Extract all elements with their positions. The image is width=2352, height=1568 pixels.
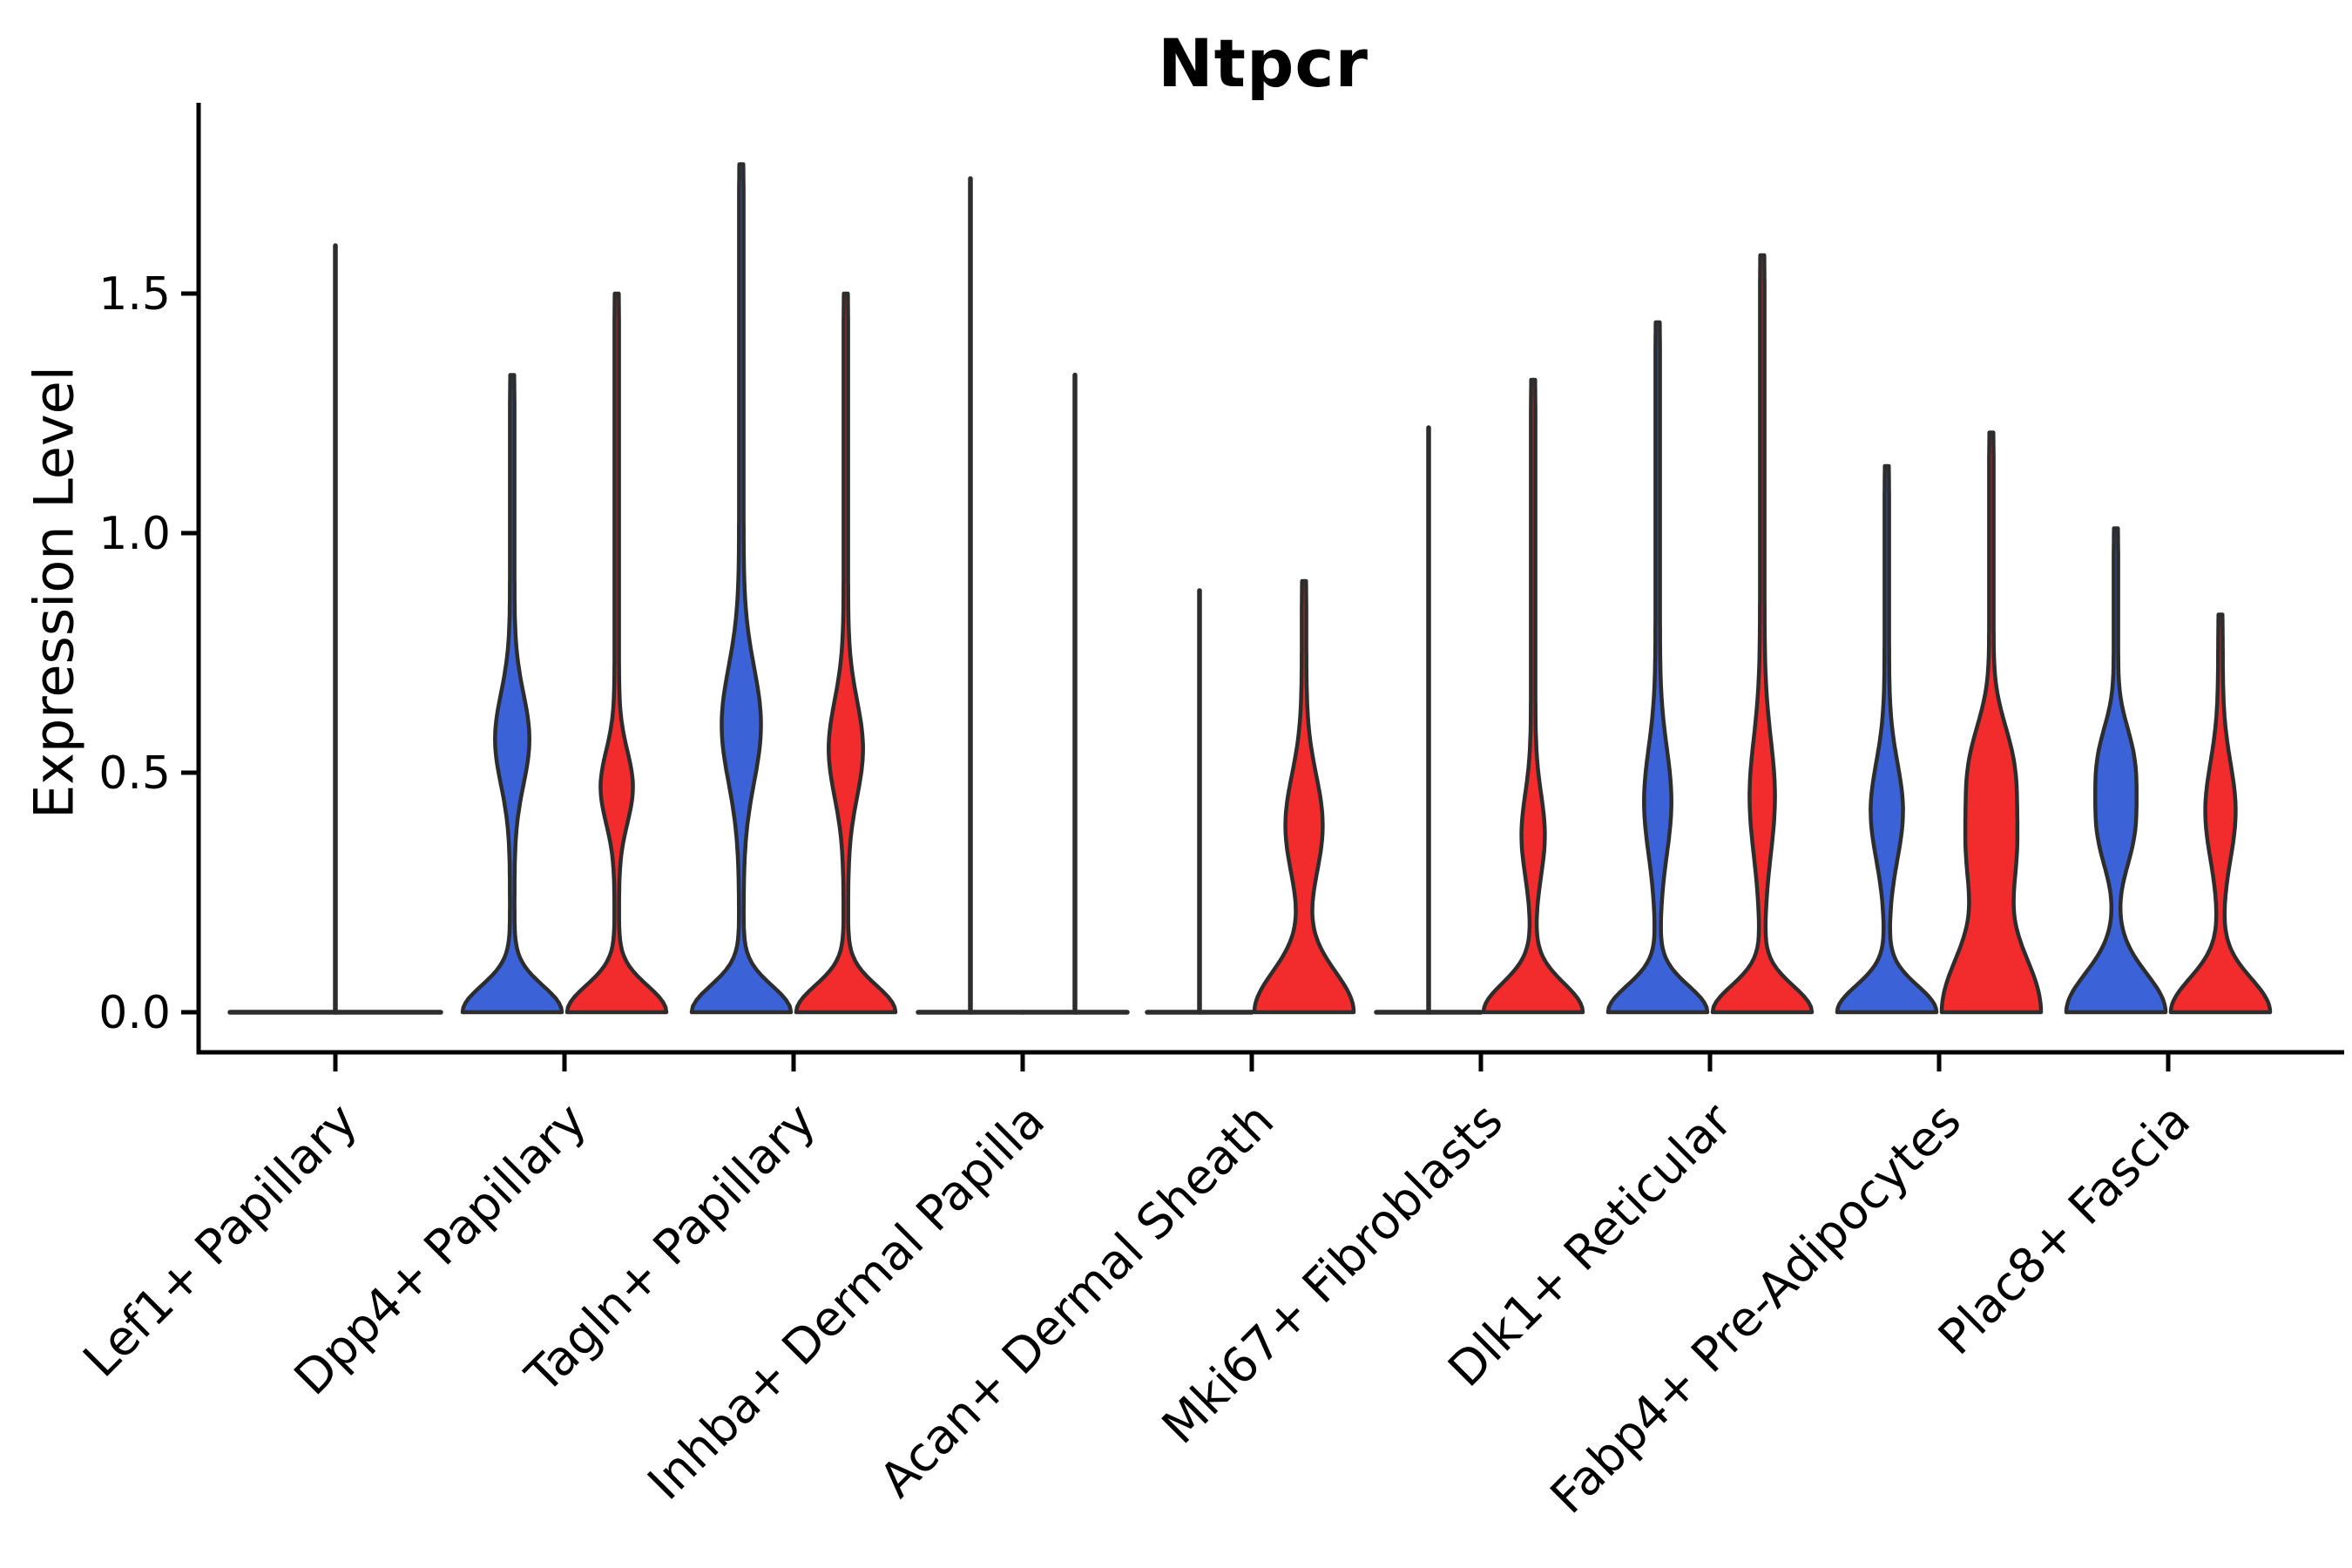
violin-dpp4-papillary-blue <box>460 373 564 1015</box>
x-tick-label: Fabp4+ Pre-Adipocytes <box>1539 1092 1971 1524</box>
y-tick-label: 1.0 <box>98 508 171 560</box>
chart-title: Ntpcr <box>1158 24 1369 102</box>
x-tick-label: Inhba+ Dermal Papilla <box>637 1092 1055 1511</box>
y-tick-label: 0.5 <box>98 747 171 800</box>
violin-mki67-fibroblasts-red <box>1481 377 1585 1015</box>
y-tick-label: 1.5 <box>98 268 171 321</box>
violin-fabp4-pre-adipocytes-red <box>1939 430 2044 1015</box>
violin-dpp4-papillary-red <box>564 291 669 1015</box>
violin-tagln-papillary-red <box>794 291 898 1015</box>
violin-plac8-fascia-red <box>2168 612 2273 1015</box>
violin-fabp4-pre-adipocytes-blue <box>1835 463 1939 1015</box>
y-axis-label: Expression Level <box>22 366 86 819</box>
y-tick-label: 0.0 <box>98 987 171 1039</box>
violin-dlk1-reticular-blue <box>1605 320 1710 1015</box>
x-tick-label: Acan+ Dermal Sheath <box>868 1092 1284 1508</box>
violin-dlk1-reticular-red <box>1710 253 1815 1015</box>
violin-acan-dermal-sheath-red <box>1252 578 1356 1015</box>
violin-tagln-papillary-blue <box>689 162 794 1015</box>
violin-plac8-fascia-blue <box>2064 526 2168 1015</box>
